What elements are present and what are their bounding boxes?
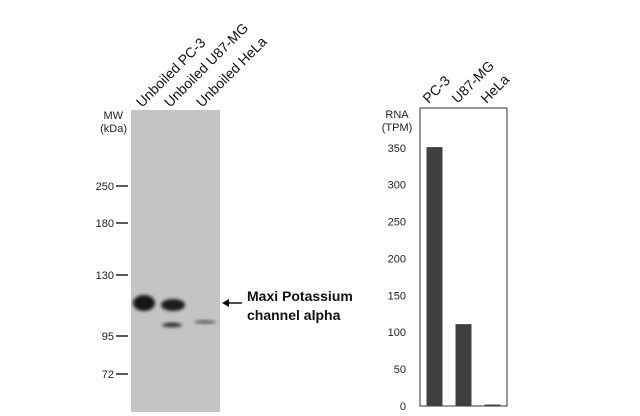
y-tick-label: 0	[400, 401, 406, 413]
y-tick-label: 250	[388, 217, 406, 229]
annotation-arrow	[222, 299, 242, 307]
annotation: Maxi Potassium	[247, 288, 353, 304]
y-tick-label: 150	[388, 290, 406, 302]
mw-marker-label: 250	[96, 181, 114, 193]
bar	[455, 324, 472, 406]
mw-markers: 250 180 130 95 72	[96, 181, 128, 381]
mw-marker-label: 130	[96, 270, 114, 282]
band	[162, 322, 182, 328]
bar	[484, 404, 501, 406]
y-axis-title: RNA	[385, 109, 409, 121]
x-tick-label: PC-3	[419, 72, 453, 106]
annotation: channel alpha	[247, 307, 341, 323]
band	[133, 295, 155, 311]
y-tick-label: 300	[388, 180, 406, 192]
western-blot: Unboiled PC-3 Unboiled U87-MG Unboiled H…	[96, 20, 353, 412]
rna-chart: RNA (TPM) 050100150200250300350PC-3U87-M…	[382, 57, 513, 413]
y-tick-label: 100	[388, 327, 406, 339]
blot-membrane	[131, 110, 220, 412]
mw-marker-label: 72	[102, 369, 114, 381]
mw-label: MW	[103, 110, 123, 122]
bar	[426, 147, 443, 406]
y-tick-label: 350	[388, 143, 406, 155]
band	[194, 320, 216, 324]
y-tick-label: 50	[394, 364, 406, 376]
y-tick-label: 200	[388, 253, 406, 265]
y-axis-title: (TPM)	[382, 122, 413, 134]
mw-label: (kDa)	[100, 123, 127, 135]
mw-marker-label: 180	[96, 218, 114, 230]
band	[161, 299, 185, 311]
mw-marker-label: 95	[102, 331, 114, 343]
